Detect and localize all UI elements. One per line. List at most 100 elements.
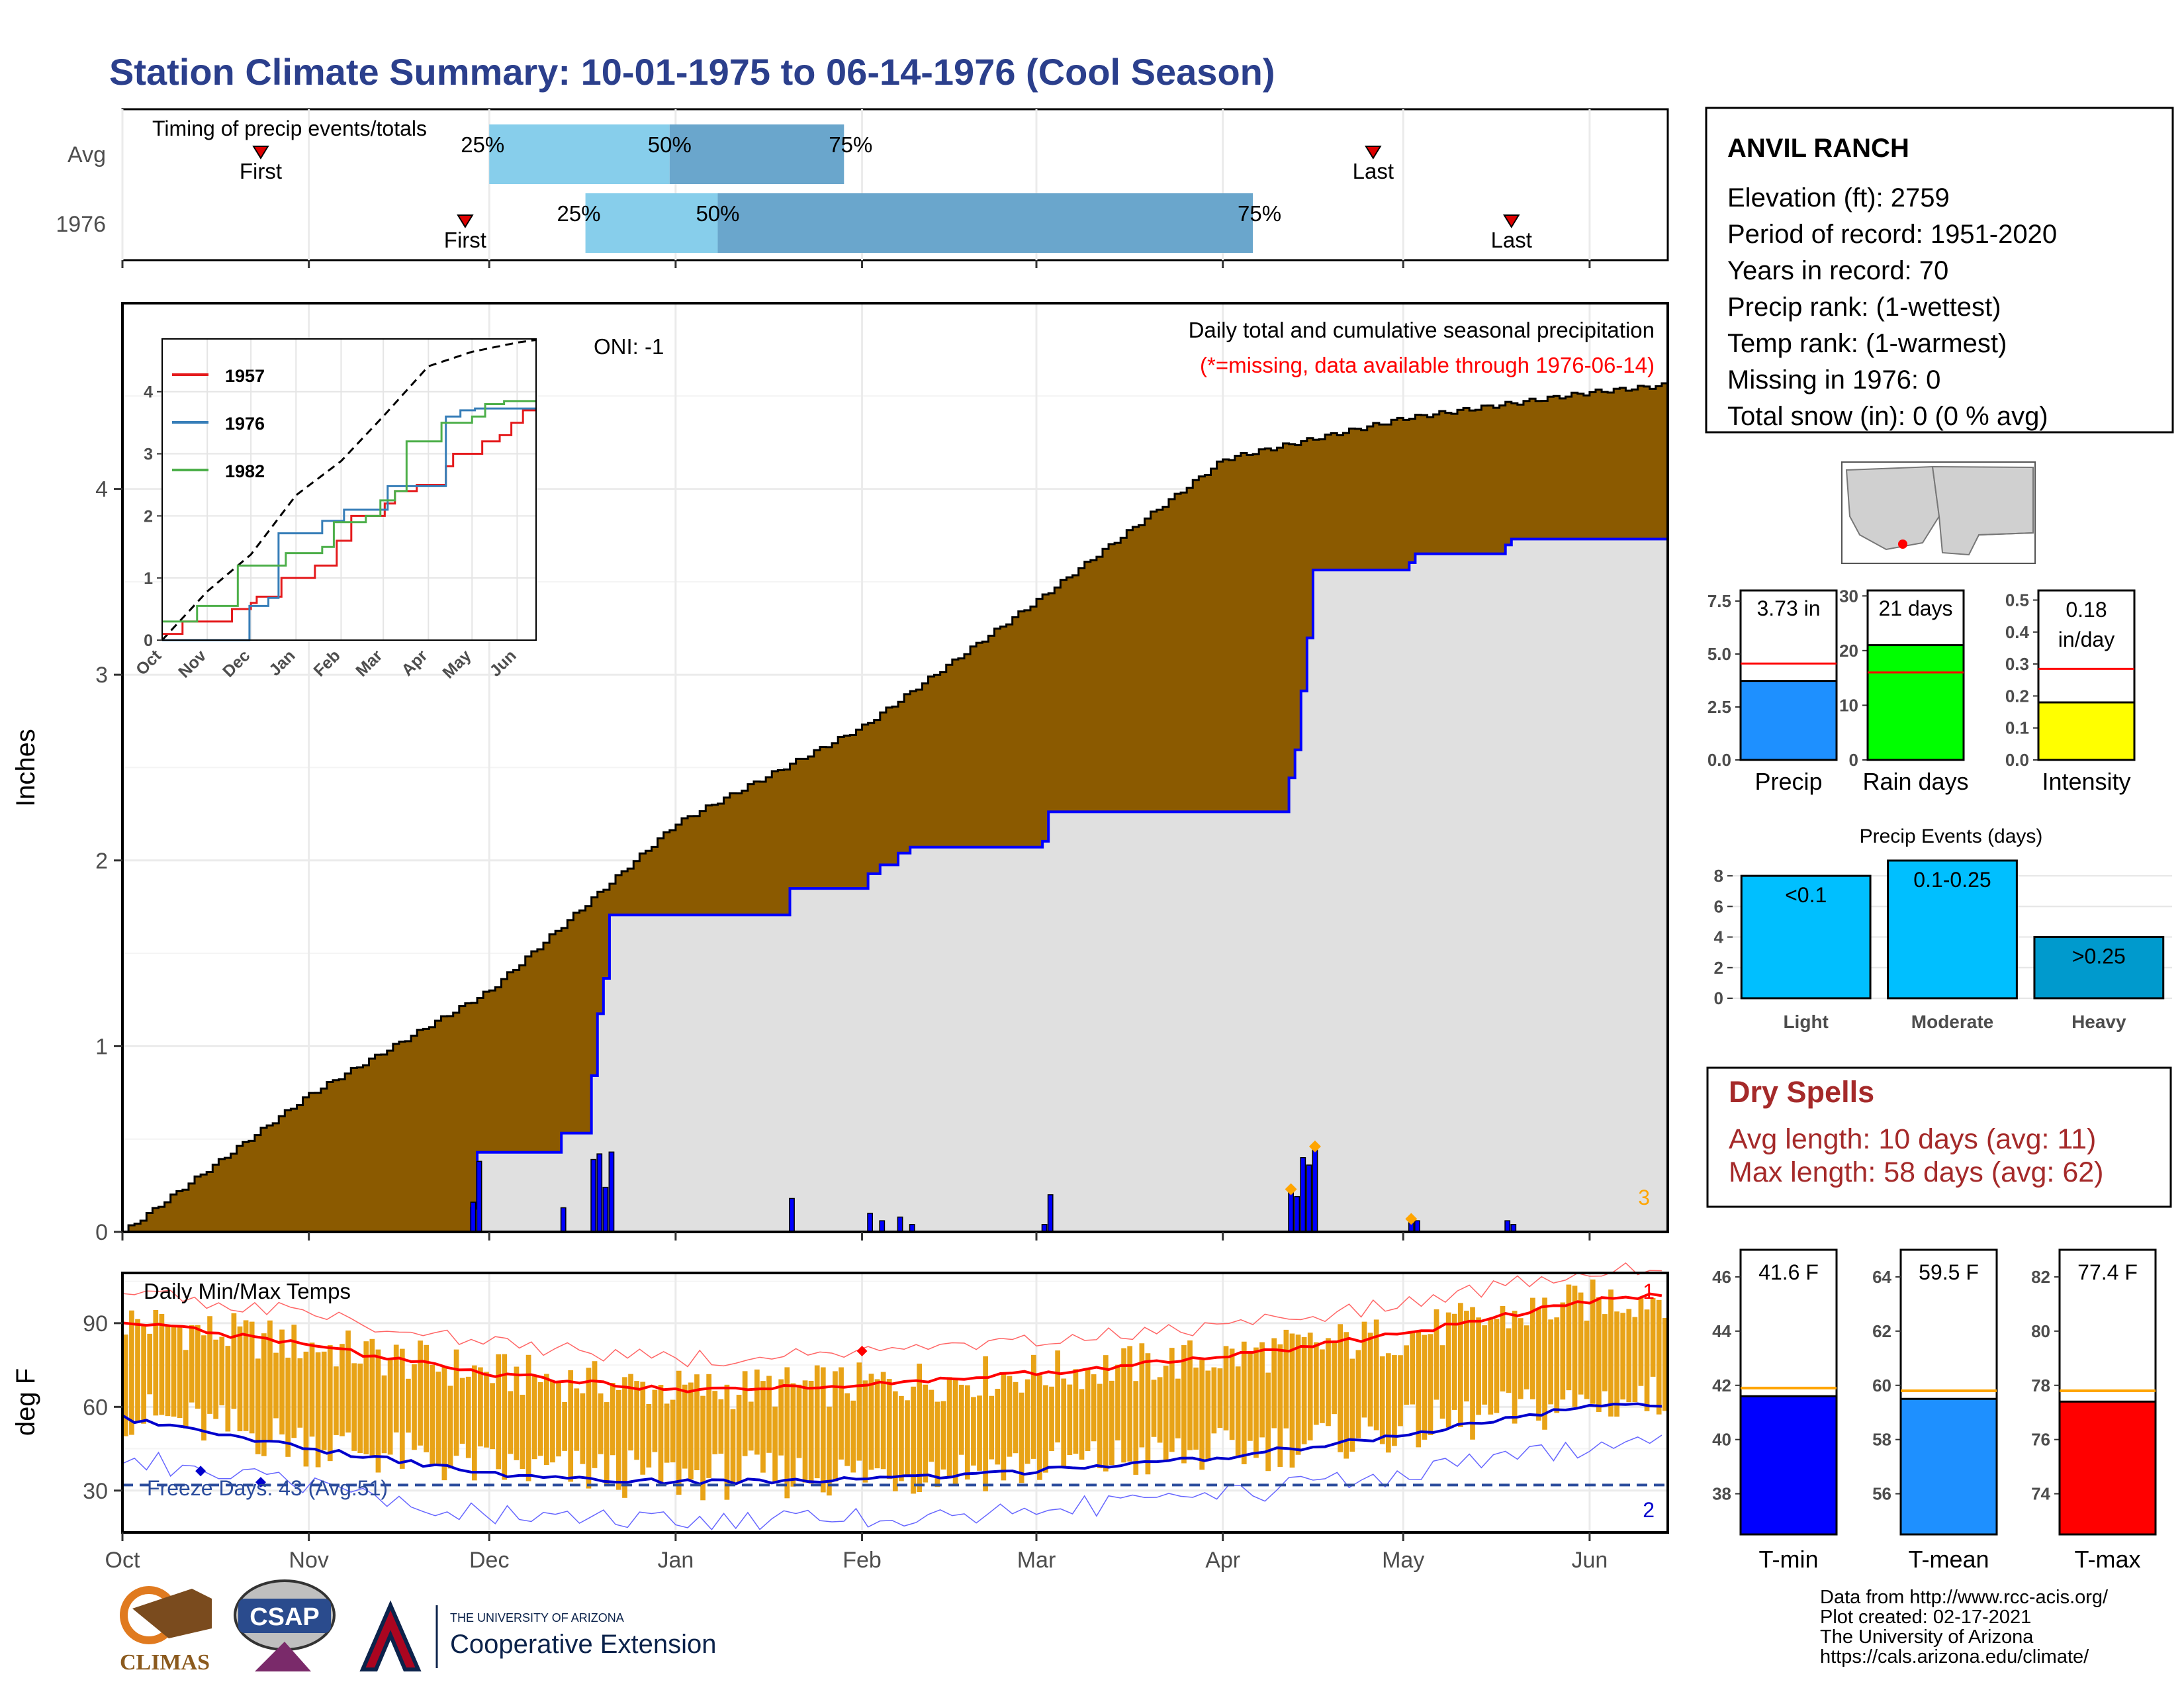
temp-bar-22 — [255, 1358, 261, 1454]
footer: CLIMAS CSAP THE UNIVERSITY OF ARIZONA Co… — [120, 1579, 2109, 1675]
temp-bar-15 — [213, 1339, 219, 1419]
inset-lines — [161, 339, 537, 641]
summary-tick-label-Precip-2: 5.0 — [1707, 644, 1731, 664]
temp-bar-42 — [375, 1349, 381, 1473]
temp-bar-210 — [1385, 1353, 1391, 1453]
temp-bar-204 — [1349, 1358, 1355, 1452]
temp-bar-206 — [1361, 1321, 1367, 1418]
temp-bar-131 — [911, 1386, 916, 1494]
temp-bar-168 — [1133, 1381, 1139, 1475]
temp-bar-196 — [1301, 1336, 1307, 1444]
temp-bar-194 — [1289, 1333, 1295, 1468]
temp-bar-86 — [640, 1382, 646, 1475]
temp-bar-197 — [1307, 1333, 1313, 1440]
ua-logo: THE UNIVERSITY OF ARIZONA Cooperative Ex… — [359, 1600, 716, 1671]
temp-bar-242 — [1578, 1292, 1584, 1395]
temp-bar-195 — [1295, 1335, 1301, 1455]
temp-bar-154 — [1049, 1386, 1054, 1451]
temp-bar-108 — [772, 1406, 778, 1483]
events-bars: 0 2 4 6 8 <0.1 Light 0.1-0.25 Moderate >0.25 Heavy — [1714, 859, 2172, 1032]
summary-tick-label-Intensity-1: 0.1 — [2005, 718, 2029, 738]
summary-tick-label-Rain days-3: 30 — [1839, 586, 1858, 606]
temp-bar-89 — [658, 1385, 664, 1485]
temp-bar-149 — [1019, 1392, 1024, 1483]
temp-bar-27 — [285, 1357, 291, 1457]
events-title: Precip Events (days) — [1860, 825, 2043, 847]
temp-bar-21 — [249, 1321, 255, 1434]
temp-bar-109 — [778, 1379, 784, 1456]
temp-summary-tick-label-T-mean-4: 64 — [1872, 1267, 1891, 1287]
precip-x-ticks — [121, 1232, 1591, 1241]
daily-precip-bar-21 — [1504, 1220, 1511, 1233]
precip-ylabel: Inches — [11, 729, 40, 807]
inset-ytick-label-0: 0 — [144, 632, 153, 650]
inset-frame — [161, 338, 537, 641]
timing-row-label-avg: Avg — [68, 142, 106, 167]
dry-spells-frame — [1706, 1066, 2172, 1208]
dry-spells-box: Dry Spells Avg length: 10 days (avg: 11)… — [1706, 1066, 2172, 1208]
daily-precip-bar-0 — [470, 1201, 477, 1233]
map-state-east — [1931, 465, 2034, 556]
temp-bar-7 — [165, 1325, 171, 1417]
month-label-Feb: Feb — [842, 1548, 882, 1573]
daily-precip-bar-18 — [1312, 1146, 1318, 1233]
temp-bar-133 — [923, 1384, 929, 1483]
temp-bar-148 — [1013, 1382, 1019, 1454]
month-label-Apr: Apr — [1205, 1548, 1240, 1573]
temp-summary-tick-label-T-max-2: 78 — [2031, 1376, 2050, 1395]
inset-ytick-label-2: 2 — [144, 507, 153, 526]
temp-summary-value-T-max: 77.4 F — [2077, 1260, 2138, 1284]
temp-bar-221 — [1451, 1313, 1457, 1410]
station-name: ANVIL RANCH — [1727, 134, 1909, 163]
timing-bar-light-1976 — [585, 193, 718, 253]
temp-bar-119 — [839, 1367, 844, 1460]
events-bar-label-Light: <0.1 — [1785, 883, 1827, 907]
temp-bar-33 — [321, 1351, 327, 1450]
temp-ytick-label-60: 60 — [83, 1395, 108, 1420]
temp-summary-tick-label-T-mean-1: 58 — [1872, 1430, 1891, 1450]
temp-bar-51 — [430, 1364, 435, 1466]
temp-note-bottom: 2 — [1643, 1498, 1655, 1522]
temp-bar-94 — [688, 1382, 694, 1479]
daily-precip-bar-10 — [897, 1216, 903, 1233]
temp-summary-tick-label-T-max-4: 82 — [2031, 1267, 2050, 1287]
temp-bar-110 — [784, 1367, 790, 1499]
temp-bar-207 — [1367, 1333, 1373, 1427]
temp-bar-142 — [977, 1395, 982, 1471]
daily-precip-bar-8 — [867, 1213, 873, 1233]
temp-bar-140 — [964, 1385, 970, 1480]
temp-frame — [121, 1272, 1669, 1534]
temp-ytick-label-30: 30 — [83, 1479, 108, 1504]
temp-summary-tick-label-T-min-0: 38 — [1712, 1484, 1731, 1504]
events-tick-label-0: 0 — [1714, 988, 1723, 1008]
temp-bar-67 — [525, 1354, 531, 1481]
temp-bar-40 — [363, 1341, 369, 1454]
temp-bar-16 — [219, 1336, 225, 1405]
timing-last-marker-1976 — [1502, 214, 1520, 228]
temp-bar-13 — [201, 1335, 206, 1441]
temp-bar-10 — [183, 1350, 189, 1429]
inset-ytick-label-4: 4 — [144, 383, 153, 402]
temp-bar-212 — [1398, 1355, 1403, 1427]
temp-bar-189 — [1259, 1342, 1265, 1438]
temp-bar-59 — [478, 1367, 483, 1447]
temp-record-marker-2 — [255, 1477, 266, 1488]
temp-bar-187 — [1248, 1353, 1253, 1441]
temp-ytick-label-90: 90 — [83, 1311, 108, 1336]
temp-record-marker-1 — [195, 1466, 206, 1477]
temp-bar-218 — [1433, 1309, 1439, 1400]
precip-max-marker-1 — [1308, 1140, 1321, 1152]
climas-logo-text: CLIMAS — [120, 1650, 210, 1675]
oni-value: ONI: -1 — [594, 334, 664, 359]
temp-bar-152 — [1037, 1375, 1042, 1480]
temp-bar-73 — [562, 1401, 567, 1451]
summary-tick-label-Rain days-2: 20 — [1839, 641, 1858, 661]
daily-precip-bar-1 — [476, 1160, 482, 1233]
month-label-Dec: Dec — [469, 1548, 509, 1573]
temp-bar-54 — [447, 1385, 453, 1469]
timing-q75-1976: 75% — [1238, 201, 1281, 226]
temp-bar-129 — [899, 1395, 904, 1481]
temp-bar-145 — [995, 1388, 1001, 1465]
temp-bar-90 — [664, 1403, 670, 1463]
